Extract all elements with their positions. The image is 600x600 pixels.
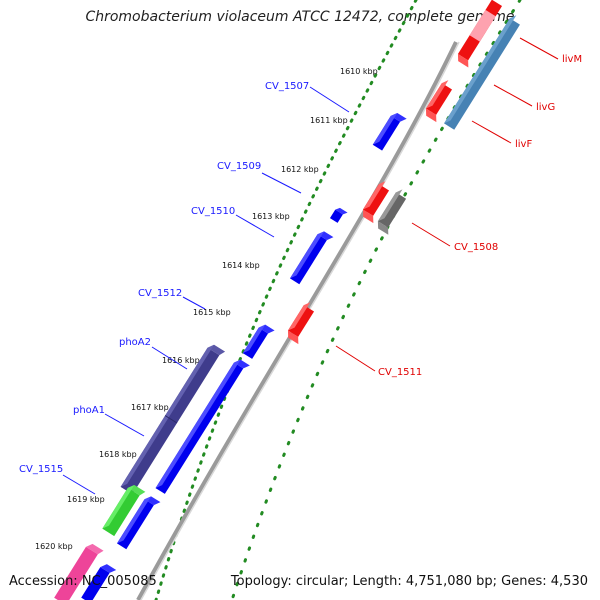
tick-label: 1620 kbp <box>35 542 73 551</box>
tick-label: 1610 kbp <box>340 67 378 76</box>
gene-pseudo-gray[interactable] <box>375 187 413 235</box>
genome-summary-text: Topology: circular; Length: 4,751,080 bp… <box>230 574 588 589</box>
gene-cv-1509[interactable] <box>329 206 348 224</box>
gene-cv-1512[interactable] <box>242 323 275 361</box>
accession-text: Accession: NC_005085 <box>9 574 157 589</box>
label-cv-1509[interactable]: CV_1509 <box>217 161 261 172</box>
tick-label: 1612 kbp <box>281 165 319 174</box>
reverse-labels: livM livG livF CV_1508 CV_1511 <box>378 54 582 378</box>
tick-label: 1618 kbp <box>99 450 137 459</box>
tick-label: 1611 kbp <box>310 116 348 125</box>
gene-cv-1511[interactable] <box>285 300 321 345</box>
genome-backbone <box>136 41 458 600</box>
label-livg[interactable]: livG <box>536 102 555 113</box>
gene-phoa2-phoa1[interactable] <box>120 343 226 496</box>
label-cv-1511[interactable]: CV_1511 <box>378 367 422 378</box>
tick-label: 1615 kbp <box>193 308 231 317</box>
label-cv-1515[interactable]: CV_1515 <box>19 464 63 475</box>
tick-label: 1617 kbp <box>131 403 169 412</box>
gene-livf-steel[interactable] <box>444 13 523 130</box>
label-phoa2[interactable]: phoA2 <box>119 337 151 348</box>
label-phoa1[interactable]: phoA1 <box>73 405 105 416</box>
gene-forward-a[interactable] <box>155 358 250 497</box>
tick-label: 1613 kbp <box>252 212 290 221</box>
tick-label: 1616 kbp <box>162 356 200 365</box>
gene-cv-1507[interactable] <box>372 111 407 153</box>
reverse-features <box>285 0 523 345</box>
outer-reverse-track <box>230 0 522 600</box>
forward-labels: CV_1507 CV_1509 CV_1510 CV_1512 phoA2 ph… <box>19 81 309 475</box>
label-cv-1507[interactable]: CV_1507 <box>265 81 309 92</box>
label-cv-1510[interactable]: CV_1510 <box>191 206 235 217</box>
label-livf[interactable]: livF <box>515 139 532 150</box>
outer-forward-track <box>154 0 418 600</box>
gene-green-feature[interactable] <box>102 483 146 538</box>
forward-features <box>54 111 407 600</box>
tick-label: 1619 kbp <box>67 495 105 504</box>
gene-cv-1510[interactable] <box>289 229 334 286</box>
gene-pink-feature[interactable] <box>54 542 104 600</box>
genome-backbone-edge <box>140 41 460 600</box>
dotted-tracks <box>154 0 522 600</box>
label-cv-1512[interactable]: CV_1512 <box>138 288 182 299</box>
tick-label: 1614 kbp <box>222 261 260 270</box>
gene-forward-b[interactable] <box>116 494 161 551</box>
scale-ticks: 1610 kbp 1611 kbp 1612 kbp 1613 kbp 1614… <box>35 67 378 551</box>
gene-livm[interactable] <box>455 0 506 68</box>
gene-forward-c[interactable] <box>81 562 117 600</box>
gene-livg[interactable] <box>423 78 459 123</box>
label-cv-1508[interactable]: CV_1508 <box>454 242 498 253</box>
label-livm[interactable]: livM <box>562 54 582 65</box>
map-title: Chromobacterium violaceum ATCC 12472, co… <box>85 9 515 25</box>
gene-cv-1508[interactable] <box>360 179 396 224</box>
leader-lines <box>62 37 559 495</box>
